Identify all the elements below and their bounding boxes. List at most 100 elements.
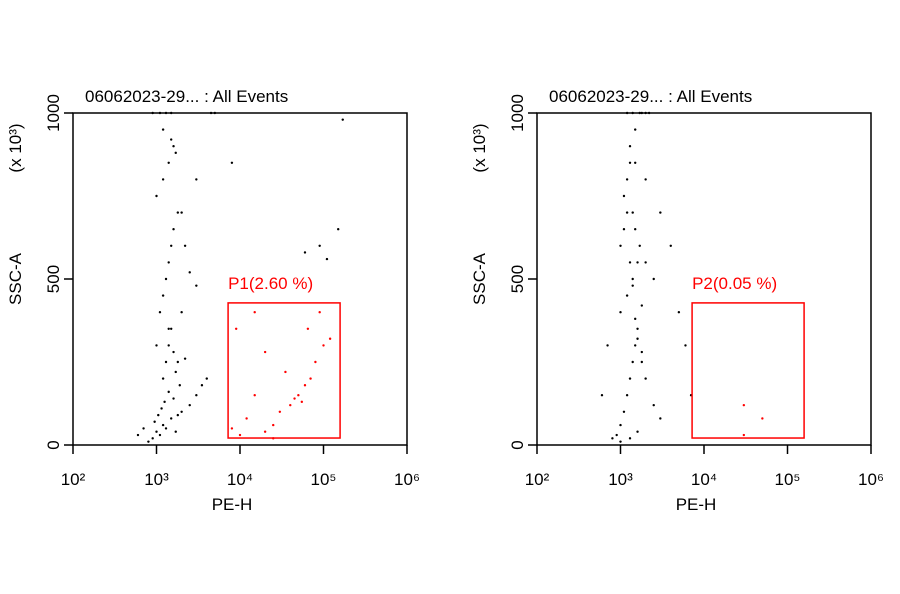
y-axis-unit: (x 10³) [470, 123, 489, 172]
point [164, 277, 168, 281]
point [195, 178, 198, 181]
point [278, 410, 282, 413]
point [172, 228, 175, 231]
point [684, 344, 687, 347]
point [160, 407, 163, 410]
point [183, 244, 187, 247]
y-tick-label: 1000 [44, 94, 63, 132]
point [253, 394, 256, 397]
point [176, 211, 180, 214]
point [174, 430, 177, 433]
point [155, 194, 158, 198]
point [161, 377, 165, 380]
point [238, 433, 242, 437]
point [628, 261, 632, 264]
point [158, 433, 162, 437]
point [170, 244, 173, 247]
point [631, 111, 634, 115]
point [640, 111, 644, 115]
panel: 06062023-29... : All Events 10² 10³ 10⁴ 10⁵ 1… [6, 87, 420, 514]
point [631, 277, 634, 281]
point [314, 360, 317, 364]
point [170, 138, 173, 141]
point [669, 244, 672, 247]
point [644, 111, 647, 115]
point [174, 370, 177, 374]
point [167, 344, 170, 347]
point [167, 261, 170, 264]
point [157, 413, 160, 417]
point [167, 327, 170, 330]
point [615, 433, 618, 437]
point [188, 271, 191, 274]
point [136, 433, 140, 437]
y-axis-unit: (x 10³) [6, 123, 25, 172]
point [322, 344, 325, 347]
point [631, 360, 634, 364]
point [742, 403, 746, 407]
y-tick-label: 0 [44, 440, 63, 449]
point [636, 337, 639, 340]
point [634, 228, 637, 231]
point [677, 311, 681, 314]
point [167, 390, 170, 394]
point [306, 327, 310, 330]
point [652, 277, 655, 281]
point [195, 394, 198, 397]
point [611, 437, 614, 440]
point [172, 145, 175, 148]
point [628, 437, 632, 440]
point [659, 417, 662, 420]
point [622, 228, 626, 231]
point [195, 284, 198, 287]
point [761, 417, 764, 420]
point [183, 357, 187, 360]
point [161, 423, 165, 427]
point [636, 261, 639, 264]
point [200, 384, 204, 387]
point [634, 161, 637, 164]
gate [227, 302, 341, 439]
point [297, 394, 300, 397]
point [174, 151, 177, 155]
point [625, 178, 629, 181]
point [263, 350, 267, 354]
point [619, 244, 622, 247]
point [164, 360, 168, 364]
point [142, 427, 145, 430]
gate [691, 302, 805, 439]
point [180, 311, 183, 314]
point [742, 433, 746, 437]
x-tick-label: 10³ [144, 470, 169, 489]
point [634, 344, 637, 347]
point [619, 423, 622, 427]
x-tick-label: 10⁴ [227, 470, 253, 489]
point [170, 417, 173, 420]
x-tick-label: 10⁶ [394, 470, 420, 489]
point [205, 377, 208, 380]
point [636, 327, 639, 330]
point [161, 178, 165, 181]
chart-title: 06062023-29... : All Events [549, 87, 752, 106]
point [176, 360, 180, 364]
point [293, 397, 296, 400]
point [151, 111, 154, 115]
point [230, 161, 234, 164]
point [600, 394, 604, 397]
point [151, 437, 154, 440]
point [640, 360, 644, 364]
point [167, 161, 170, 164]
point [638, 111, 641, 115]
point [625, 294, 629, 297]
gate-label: P2(0.05 %) [692, 274, 777, 293]
point [158, 311, 162, 314]
point [606, 344, 609, 347]
x-tick-label: 10³ [608, 470, 633, 489]
y-tick-label: 0 [508, 440, 527, 449]
point [628, 377, 632, 380]
x-tick-label: 10⁴ [691, 470, 717, 489]
point [309, 377, 312, 380]
point [318, 311, 321, 314]
point [622, 194, 626, 198]
point [253, 311, 256, 314]
